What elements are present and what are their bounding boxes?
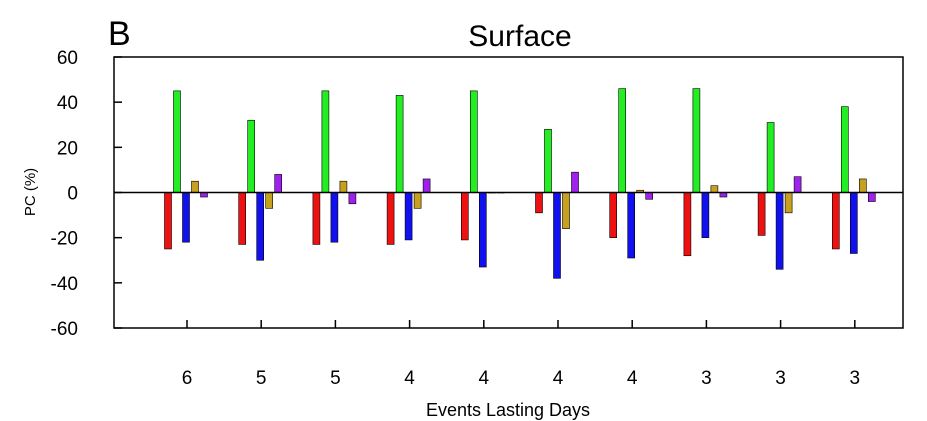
x-tick-label: 3 bbox=[850, 368, 861, 389]
bar bbox=[413, 192, 422, 209]
bar bbox=[312, 192, 321, 245]
bar bbox=[701, 192, 710, 238]
chart-title: Surface bbox=[468, 20, 571, 53]
bar bbox=[775, 192, 784, 270]
bar bbox=[321, 90, 330, 193]
panel-label: B bbox=[108, 15, 131, 53]
y-tick-label: -40 bbox=[51, 274, 78, 295]
x-tick-label: 4 bbox=[404, 368, 415, 389]
bar bbox=[710, 185, 719, 193]
bar bbox=[627, 192, 636, 259]
bar bbox=[478, 192, 487, 268]
bar bbox=[867, 192, 876, 202]
bar bbox=[386, 192, 395, 245]
y-tick-label: 60 bbox=[57, 48, 78, 69]
bar bbox=[553, 192, 561, 279]
x-tick-label: 6 bbox=[182, 368, 193, 389]
bar bbox=[793, 176, 802, 193]
bar bbox=[562, 192, 570, 229]
y-axis-label: PC (%) bbox=[22, 168, 39, 216]
y-tick-label: 40 bbox=[57, 93, 78, 114]
bar bbox=[469, 90, 478, 193]
x-tick-label: 5 bbox=[330, 368, 341, 389]
y-tick-label: -20 bbox=[51, 229, 78, 250]
bar bbox=[766, 122, 775, 193]
bar bbox=[265, 192, 274, 209]
bar bbox=[182, 192, 190, 243]
bar bbox=[173, 90, 181, 193]
bar bbox=[571, 171, 579, 193]
bar bbox=[348, 192, 357, 205]
bar-marks bbox=[164, 88, 876, 279]
bar bbox=[858, 178, 867, 193]
bar bbox=[831, 192, 840, 250]
x-tick-label: 5 bbox=[256, 368, 267, 389]
bar bbox=[683, 192, 692, 257]
bar bbox=[339, 180, 348, 193]
x-axis-ticks: 6 5 5 4 4 4 4 3 3 3 bbox=[182, 320, 860, 389]
bar bbox=[404, 192, 413, 241]
bar bbox=[256, 192, 265, 261]
x-tick-label: 4 bbox=[553, 368, 564, 389]
x-tick-label: 3 bbox=[775, 368, 786, 389]
bar bbox=[395, 95, 404, 193]
bar bbox=[238, 192, 246, 245]
bar bbox=[618, 88, 627, 193]
x-tick-label: 4 bbox=[479, 368, 490, 389]
y-axis-ticks: 60 40 20 0 -20 -40 -60 bbox=[51, 48, 122, 340]
bar bbox=[164, 192, 172, 250]
bar bbox=[757, 192, 766, 236]
bar bbox=[692, 88, 701, 193]
x-tick-label: 3 bbox=[701, 368, 712, 389]
bar bbox=[191, 180, 199, 193]
bar bbox=[330, 192, 339, 243]
bar bbox=[544, 128, 552, 193]
bar bbox=[609, 192, 618, 238]
x-axis-label: Events Lasting Days bbox=[426, 400, 590, 420]
bar bbox=[645, 192, 654, 200]
y-tick-label: -60 bbox=[51, 319, 78, 340]
bar bbox=[274, 174, 283, 193]
y-tick-label: 0 bbox=[67, 184, 78, 205]
bar bbox=[422, 178, 431, 193]
x-tick-label: 4 bbox=[627, 368, 638, 389]
bar bbox=[460, 192, 469, 241]
bar bbox=[849, 192, 858, 254]
bar bbox=[784, 192, 793, 214]
y-tick-label: 20 bbox=[57, 138, 78, 159]
bar bbox=[840, 106, 849, 193]
bar bbox=[247, 119, 255, 193]
bar bbox=[535, 192, 543, 214]
